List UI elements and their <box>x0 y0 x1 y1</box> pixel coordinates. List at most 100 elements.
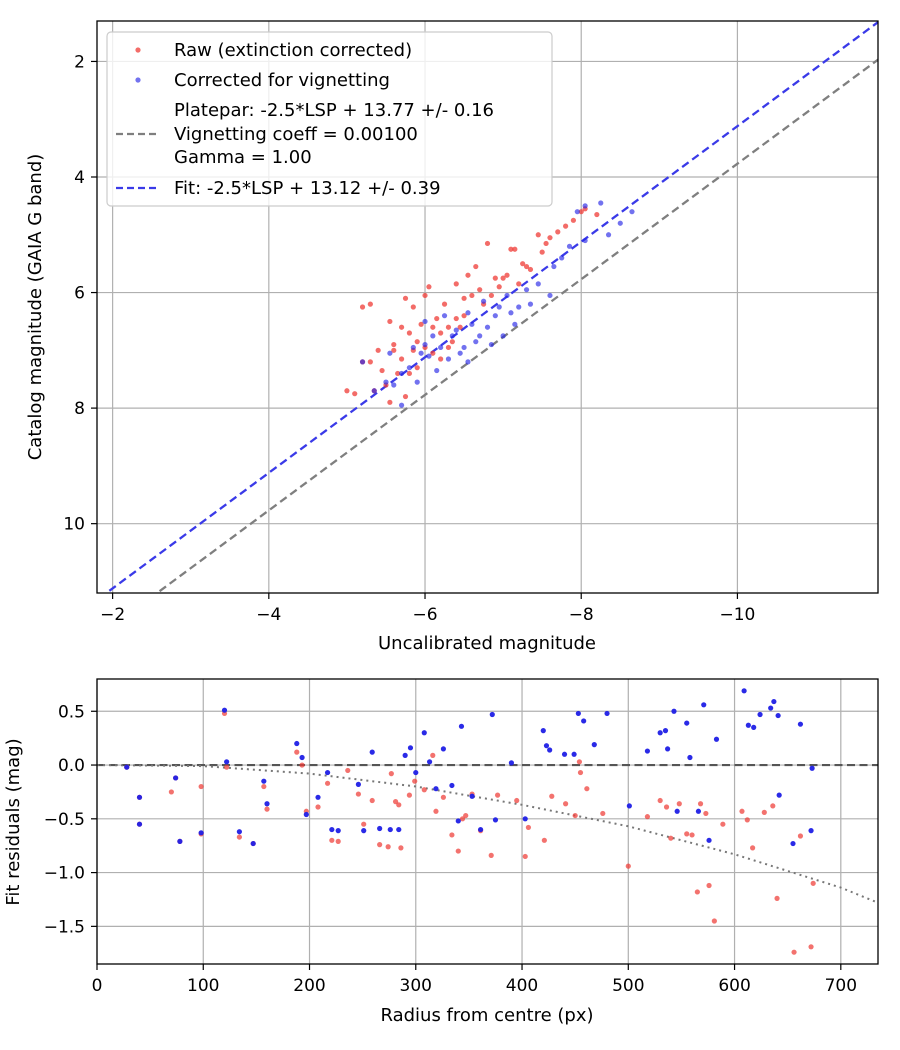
raw-residual-point <box>576 759 583 765</box>
corrected-point <box>461 344 467 351</box>
corrected-point <box>426 353 432 359</box>
raw-point <box>594 211 600 218</box>
raw-point <box>543 240 549 247</box>
corrected-residual-point <box>136 821 143 827</box>
raw-residual-point <box>261 783 267 790</box>
corrected-point <box>387 350 393 356</box>
top-y-tick-label: 6 <box>74 284 85 304</box>
raw-residual-point <box>264 806 270 812</box>
corrected-point <box>398 402 405 408</box>
raw-point <box>406 370 412 377</box>
corrected-residual-point <box>604 710 610 717</box>
top-x-ticks: −2 −4 −6 −8 −10 <box>100 593 755 625</box>
corrected-residual-point <box>674 808 680 814</box>
legend-fit-label: Fit: -2.5*LSP + 13.12 +/- 0.39 <box>174 178 441 199</box>
corrected-point <box>371 388 377 394</box>
corrected-residual-point <box>775 712 781 719</box>
top-points <box>344 200 635 408</box>
raw-residual-point <box>584 786 590 792</box>
corrected-residual-point <box>665 746 671 752</box>
corrected-residual-point <box>561 751 568 757</box>
corrected-point <box>516 304 522 310</box>
raw-residual-point <box>463 812 469 819</box>
corrected-residual-point <box>221 707 228 713</box>
corrected-point <box>359 359 366 365</box>
corrected-residual-point <box>790 840 796 847</box>
corrected-residual-point <box>387 826 393 833</box>
corrected-residual-point <box>492 817 499 823</box>
corrected-point <box>418 350 424 356</box>
raw-residual-point <box>706 882 712 889</box>
raw-point <box>367 359 373 365</box>
raw-residual-point <box>412 778 418 784</box>
raw-point <box>367 301 373 307</box>
corrected-residual-point <box>407 745 414 751</box>
raw-residual-point <box>711 918 717 924</box>
raw-residual-point <box>810 880 816 886</box>
corrected-residual-point <box>335 828 341 834</box>
bottom-x-tick-label: 500 <box>612 976 644 996</box>
bottom-x-tick-label: 400 <box>506 976 538 996</box>
corrected-residual-point <box>402 752 408 758</box>
raw-point <box>426 284 432 290</box>
raw-residual-point <box>294 749 300 755</box>
raw-point <box>398 356 405 362</box>
corrected-residual-point <box>361 828 367 834</box>
corrected-residual-point <box>294 740 300 747</box>
corrected-point <box>430 333 436 339</box>
raw-point <box>484 240 491 247</box>
corrected-residual-point <box>684 720 690 726</box>
corrected-point <box>457 350 463 356</box>
raw-point <box>473 263 479 270</box>
raw-residual-point <box>335 838 341 844</box>
raw-point <box>461 313 467 319</box>
corrected-residual-point <box>797 721 804 727</box>
raw-point <box>402 393 409 400</box>
raw-point <box>512 246 518 252</box>
raw-point <box>418 321 424 327</box>
top-y-tick-label: 4 <box>74 168 85 188</box>
legend-platepar-label-3: Gamma = 1.00 <box>174 147 312 168</box>
raw-residual-point <box>315 804 321 810</box>
raw-point <box>570 217 577 223</box>
corrected-residual-point <box>261 778 267 784</box>
top-chart: −2 −4 −6 −8 −10 2 4 6 8 10 Uncalibrated magnitud… <box>25 20 879 654</box>
raw-residual-point <box>703 810 709 817</box>
corrected-residual-point <box>449 782 455 789</box>
corrected-point <box>406 365 412 371</box>
raw-residual-point <box>663 804 670 810</box>
corrected-residual-point <box>224 759 230 765</box>
corrected-residual-point <box>776 792 782 798</box>
bottom-y-tick-label: 0.0 <box>58 756 85 776</box>
raw-point <box>391 347 397 353</box>
bottom-x-tick-label: 200 <box>293 976 325 996</box>
corrected-point <box>484 324 491 330</box>
bottom-chart: 0 100 200 300 400 500 600 700 0.5 0.0 −0.5 −1.0 −1.… <box>3 678 879 1026</box>
corrected-residual-point <box>198 830 204 836</box>
corrected-residual-point <box>477 826 484 833</box>
raw-residual-point <box>541 837 547 843</box>
bottom-y-ticks: 0.5 0.0 −0.5 −1.0 −1.5 <box>44 702 97 937</box>
corrected-point <box>605 232 612 238</box>
raw-point <box>523 263 530 270</box>
corrected-point <box>535 281 541 287</box>
legend-corrected-marker <box>135 77 141 83</box>
raw-residual-point <box>345 767 351 774</box>
raw-residual-point <box>625 863 631 869</box>
corrected-point <box>473 339 479 345</box>
corrected-residual-point <box>173 775 179 781</box>
raw-residual-point <box>369 797 375 804</box>
raw-residual-point <box>684 831 690 837</box>
raw-residual-point <box>449 832 455 838</box>
raw-point <box>391 341 397 348</box>
corrected-point <box>508 310 514 316</box>
raw-residual-point <box>739 808 745 814</box>
corrected-residual-point <box>768 705 774 711</box>
corrected-residual-point <box>426 759 433 765</box>
corrected-residual-point <box>315 794 321 800</box>
corrected-residual-point <box>377 825 383 832</box>
raw-residual-point <box>236 834 242 840</box>
raw-point <box>402 295 409 301</box>
raw-point <box>438 330 444 336</box>
raw-point <box>434 315 440 322</box>
